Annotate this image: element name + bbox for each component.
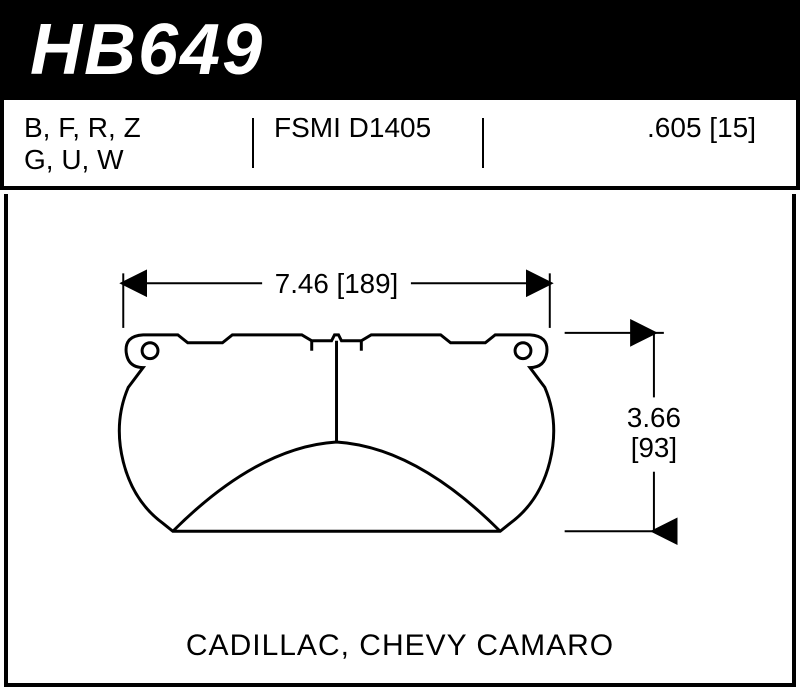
width-label: 7.46 [189] [275, 268, 399, 299]
height-label-2: [93] [631, 432, 677, 463]
spec-compounds: B, F, R, Z G, U, W [4, 100, 254, 186]
height-label-1: 3.66 [627, 402, 681, 433]
diagram-svg: 7.46 [189] 3.66 [93] [8, 194, 792, 683]
compounds-line1: B, F, R, Z [24, 112, 234, 144]
brake-pad-outline [119, 335, 553, 531]
fsmi-value: FSMI D1405 [274, 112, 431, 143]
width-dimension: 7.46 [189] [123, 268, 550, 328]
height-dimension: 3.66 [93] [565, 333, 681, 531]
part-number: HB649 [30, 9, 264, 91]
footer-text: CADILLAC, CHEVY CAMARO [8, 629, 792, 663]
spec-thickness: .605 [15] [484, 100, 796, 186]
spec-fsmi: FSMI D1405 [254, 100, 484, 186]
diagram-area: 7.46 [189] 3.66 [93] CADILLAC, CH [4, 194, 796, 687]
header-bar: HB649 [0, 0, 800, 100]
compounds-line2: G, U, W [24, 144, 234, 176]
thickness-value: .605 [15] [647, 112, 756, 143]
spec-row: B, F, R, Z G, U, W FSMI D1405 .605 [15] [0, 100, 800, 190]
